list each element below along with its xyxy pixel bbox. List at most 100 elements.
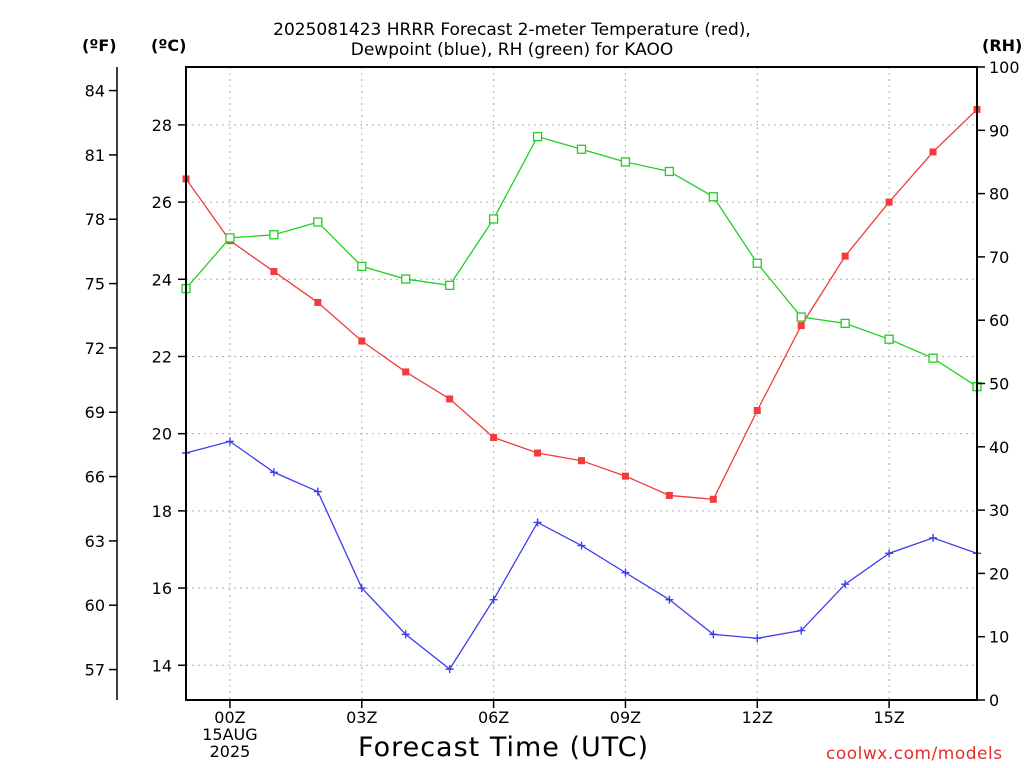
dewpoint-point: [621, 568, 630, 577]
rh-point: [620, 157, 631, 167]
celsius-tick-label: 26: [152, 193, 172, 212]
credit-label: coolwx.com/models: [826, 744, 1003, 764]
chart-title-line-1: 2025081423 HRRR Forecast 2-meter Tempera…: [273, 20, 751, 40]
temperature-point: [490, 434, 498, 442]
rh-line: [185, 135, 978, 388]
temperature-point: [709, 495, 717, 503]
dewpoint-point: [445, 665, 454, 674]
dewpoint-point: [269, 468, 278, 477]
rh-point: [840, 318, 850, 329]
time-tick-label: 09Z: [610, 708, 641, 727]
rh-tick-label: 0: [989, 691, 999, 710]
rh-point: [532, 131, 543, 142]
rh-point: [401, 274, 411, 284]
rh-point: [445, 280, 455, 291]
fahrenheit-tick-label: 66: [85, 468, 105, 487]
dewpoint-point: [709, 630, 718, 639]
temperature-point: [797, 322, 805, 330]
temperature-point: [665, 491, 673, 499]
rh-point: [576, 144, 587, 154]
rh-tick-label: 50: [989, 375, 1009, 394]
rh-point: [796, 312, 806, 322]
dewpoint-point: [841, 580, 850, 589]
rh-tick-label: 90: [989, 121, 1009, 140]
rh-axis: 0 10 20 30 40 50 60 70 80 90 100: [977, 58, 1020, 710]
dewpoint-point: [577, 541, 586, 550]
dewpoint-point: [401, 630, 410, 639]
celsius-tick-label: 22: [152, 347, 172, 366]
fahrenheit-unit-label: (ºF): [82, 36, 117, 55]
rh-point: [664, 166, 675, 177]
dewpoint-point: [929, 533, 938, 542]
celsius-tick-label: 20: [152, 425, 172, 444]
time-tick-label: 15AUG: [202, 725, 257, 744]
plot-frame: [185, 66, 978, 701]
dewpoint-point: [313, 487, 322, 496]
celsius-unit-label: (ºC): [151, 36, 187, 55]
temperature-point: [929, 148, 937, 156]
rh-tick-label: 20: [989, 564, 1009, 583]
fahrenheit-tick-label: 81: [85, 146, 105, 165]
rh-point: [488, 214, 499, 224]
temperature-point: [621, 472, 629, 480]
rh-point: [225, 233, 235, 243]
rh-tick-label: 10: [989, 628, 1009, 647]
fahrenheit-tick-label: 63: [85, 532, 105, 551]
temperature-point: [358, 337, 366, 345]
temperature-point: [841, 252, 849, 260]
celsius-tick-label: 18: [152, 502, 172, 521]
time-tick-label: 00Z: [214, 708, 245, 727]
fahrenheit-axis: 57 60 63 66 69 72 75 78 81 84: [85, 82, 117, 680]
time-tick-label: 12Z: [742, 708, 773, 727]
fahrenheit-tick-label: 57: [85, 661, 105, 680]
rh-unit-label: (RH): [982, 36, 1023, 55]
temperature-point: [446, 395, 454, 403]
rh-tick-label: 60: [989, 311, 1009, 330]
time-tick-label: 06Z: [478, 708, 509, 727]
fahrenheit-tick-label: 84: [85, 82, 105, 101]
fahrenheit-tick-label: 60: [85, 596, 105, 615]
dewpoint-line: [185, 440, 978, 671]
time-tick-label: 2025: [210, 742, 251, 761]
rh-point: [357, 261, 367, 272]
dewpoint-point: [489, 595, 498, 604]
dewpoint-point: [665, 595, 674, 604]
chart-title-line-2: Dewpoint (blue), RH (green) for KAOO: [350, 40, 674, 60]
rh-point: [313, 217, 323, 227]
temperature-line: [185, 108, 978, 500]
rh-tick-label: 40: [989, 438, 1009, 457]
time-tick-label: 15Z: [873, 708, 904, 727]
dewpoint-point: [225, 437, 234, 446]
fahrenheit-tick-label: 72: [85, 339, 105, 358]
series-layer: [181, 105, 982, 674]
rh-tick-label: 100: [989, 58, 1020, 77]
dewpoint-point: [533, 518, 542, 527]
dewpoint-point: [753, 634, 762, 643]
temperature-point: [402, 368, 410, 376]
rh-point: [708, 192, 718, 202]
rh-tick-label: 30: [989, 501, 1009, 520]
celsius-tick-label: 14: [152, 656, 172, 675]
temperature-point: [314, 298, 322, 306]
celsius-tick-label: 16: [152, 579, 172, 598]
dewpoint-point: [797, 626, 806, 635]
time-tick-label: 03Z: [346, 708, 377, 727]
rh-tick-label: 70: [989, 248, 1009, 267]
fahrenheit-tick-label: 78: [85, 210, 105, 229]
fahrenheit-tick-label: 69: [85, 403, 105, 422]
temperature-point: [885, 198, 893, 206]
x-axis-label: Forecast Time (UTC): [358, 732, 650, 763]
gridlines: [186, 67, 977, 700]
dewpoint-point: [357, 584, 366, 593]
rh-point: [884, 334, 894, 344]
rh-point: [269, 230, 279, 240]
fahrenheit-tick-label: 75: [85, 275, 105, 294]
rh-tick-label: 80: [989, 185, 1009, 204]
celsius-tick-label: 24: [152, 270, 172, 289]
rh-point: [752, 258, 762, 268]
temperature-point: [270, 268, 278, 276]
temperature-point: [534, 449, 542, 457]
dewpoint-point: [885, 549, 894, 558]
